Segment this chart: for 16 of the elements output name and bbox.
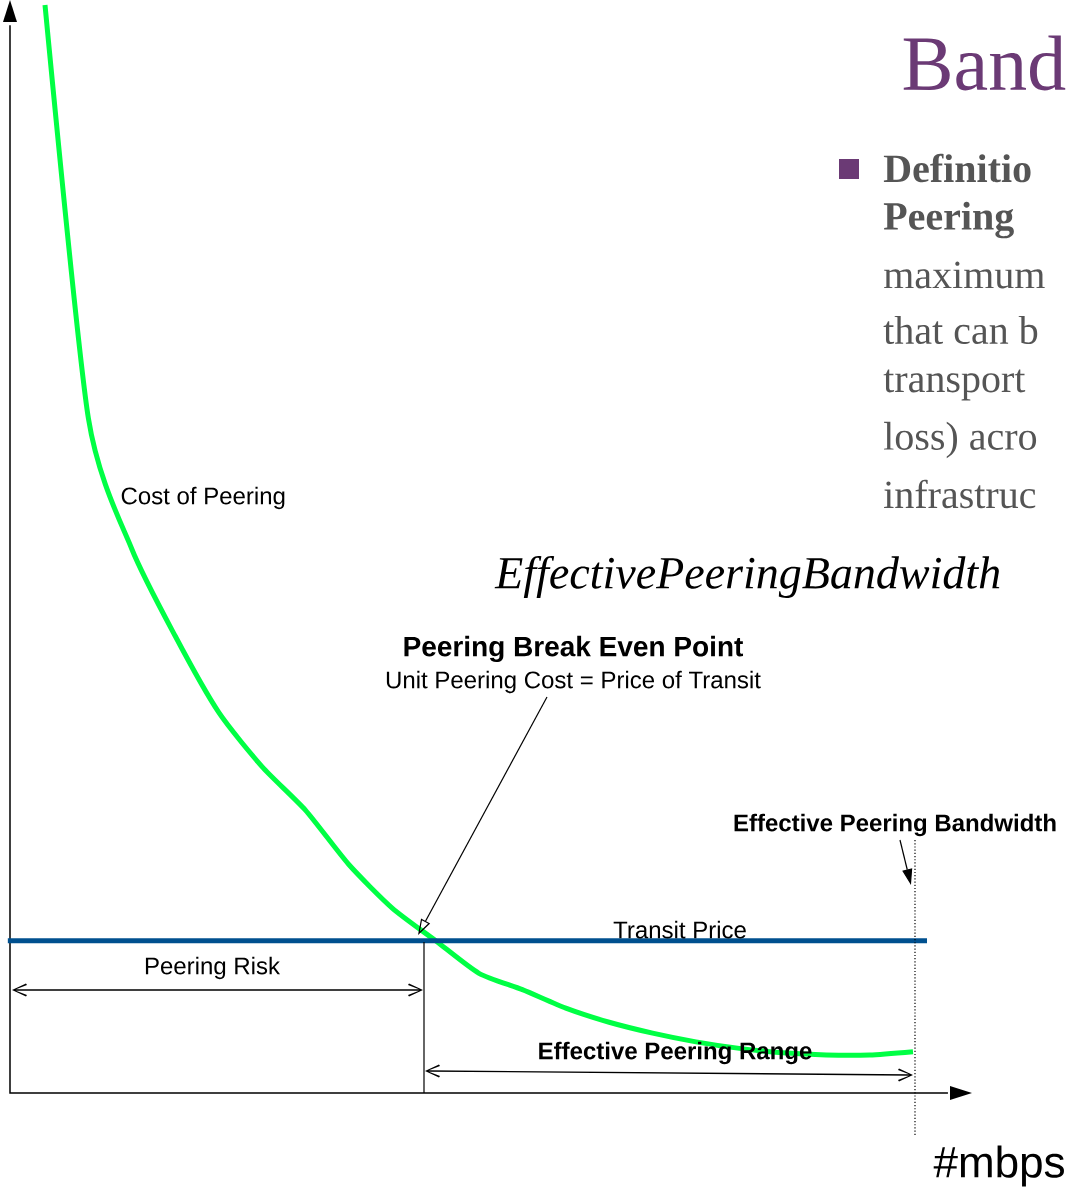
series-label: Cost of Peering: [121, 486, 285, 510]
annotation: Peering Break Even Point: [404, 635, 744, 663]
annotation: loss) acro: [883, 421, 1037, 459]
annotation: Definitio: [883, 153, 1031, 183]
annotation: Peering Risk: [145, 956, 281, 980]
annotation: that can b: [883, 315, 1038, 345]
annotation: infrastruc: [884, 479, 1036, 509]
ref-line-label: Transit Price: [613, 920, 746, 939]
annotation: EffectivePeeringBandwidth: [494, 555, 1000, 599]
annotation: Unit Peering Cost = Price of Transit: [386, 670, 761, 694]
annotation: maximum: [884, 261, 1045, 289]
chart-title: Band: [903, 35, 1066, 91]
annotation: transport: [883, 369, 1026, 401]
annotation: Peering: [883, 201, 1014, 239]
x-axis-title: #mbps: [933, 1145, 1064, 1187]
annotation: Effective Peering Bandwidth: [734, 813, 1056, 837]
